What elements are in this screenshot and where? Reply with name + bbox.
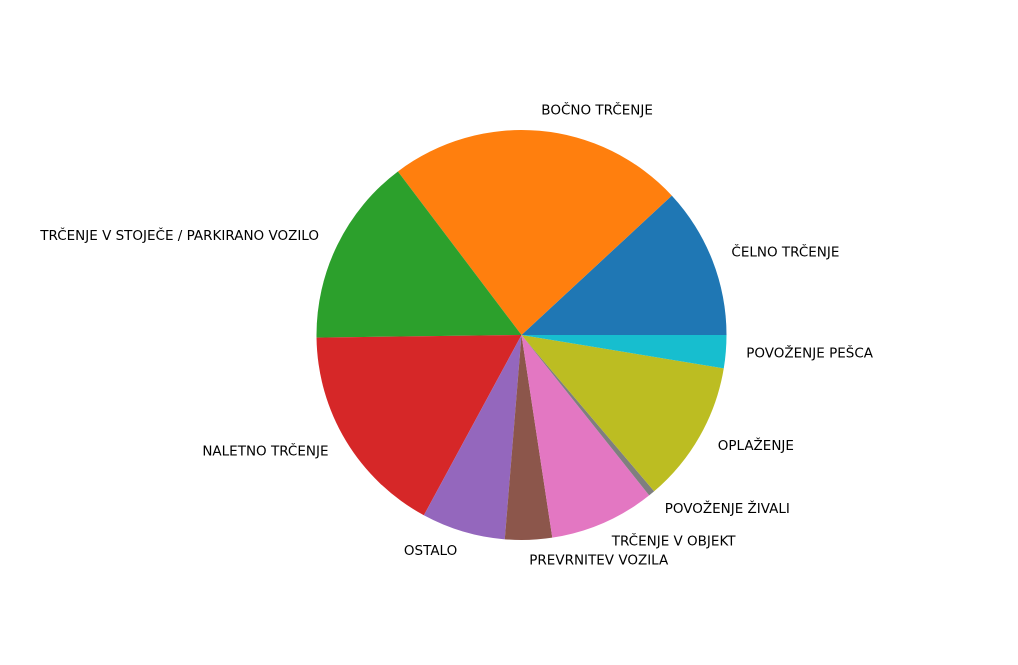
pie-labels: ČELNO TRČENJE BOČNO TRČENJE TRČENJE V STOJ… — [39, 100, 873, 568]
pie-label-naletno-trcenje: NALETNO TRČENJE — [202, 442, 328, 460]
pie-label-trcenje-v-objekt: TRČENJE V OBJEKT — [611, 532, 737, 550]
pie-label-ostalo: OSTALO — [404, 543, 457, 559]
pie-slice-oplazenje — [521, 335, 724, 492]
pie-label-povozenje-pesca: POVOŽENJE PEŠCA — [746, 343, 873, 361]
pie-slices — [316, 129, 727, 541]
pie-slice-bocno-trcenje — [397, 129, 672, 335]
pie-slice-naletno-trcenje — [316, 335, 522, 516]
pie-label-prevrnitev-vozila: PREVRNITEV VOZILA — [529, 552, 669, 568]
pie-label-bocno-trcenje: BOČNO TRČENJE — [541, 100, 653, 118]
pie-slice-celno-trcenje — [521, 195, 727, 335]
pie-slice-ostalo — [423, 335, 522, 540]
pie-label-povozenje-zivali: POVOŽENJE ŽIVALI — [665, 499, 790, 517]
pie-label-trcenje-v-stojece-parkirano-vozilo: TRČENJE V STOJEČE / PARKIRANO VOZILO — [39, 226, 319, 244]
pie-slice-povozenje-pesca — [521, 335, 727, 369]
pie-slice-trcenje-v-objekt — [521, 335, 650, 538]
pie-slice-trcenje-v-stojece-parkirano-vozilo — [316, 171, 522, 338]
pie-slice-povozenje-zivali — [521, 335, 655, 496]
pie-label-celno-trcenje: ČELNO TRČENJE — [731, 243, 839, 261]
pie-label-oplazenje: OPLAŽENJE — [718, 436, 794, 454]
pie-slice-prevrnitev-vozila — [504, 335, 553, 541]
